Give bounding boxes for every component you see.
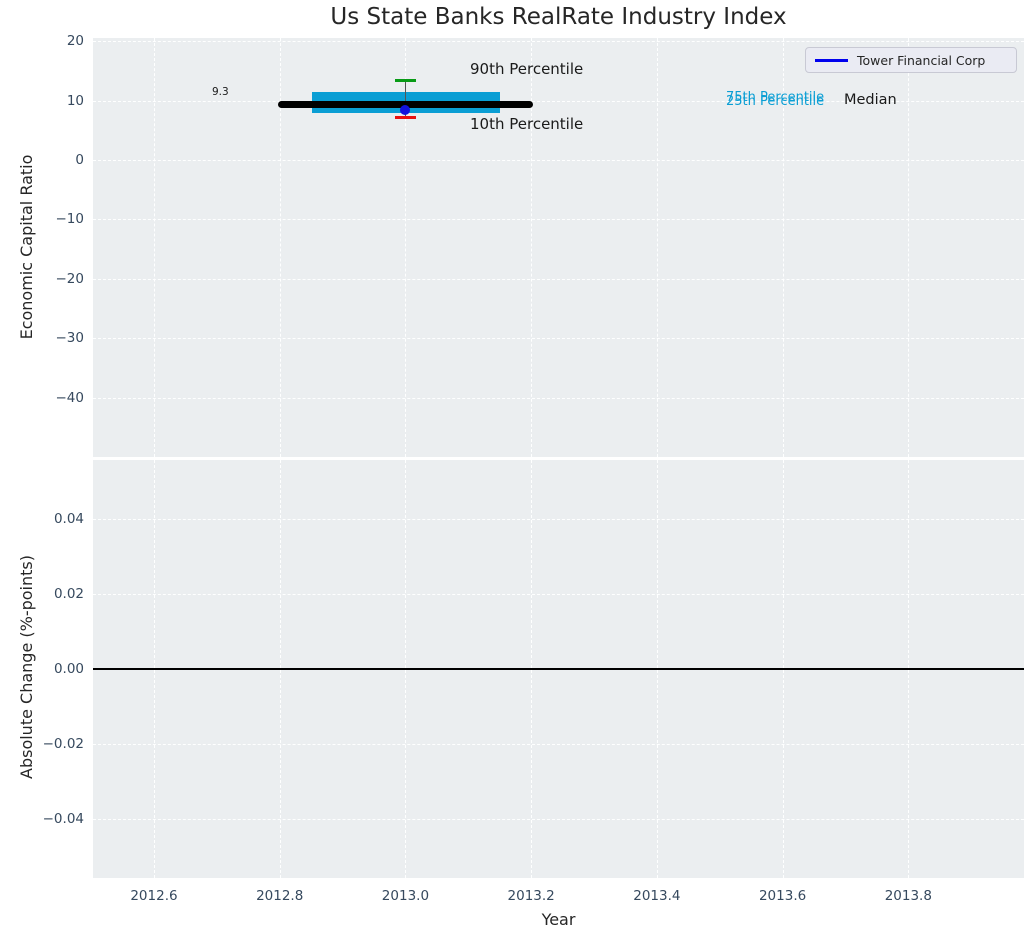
y-axis-label-top: Economic Capital Ratio <box>17 154 36 340</box>
company-marker-dot <box>400 105 411 116</box>
y-tick-label: −0.04 <box>42 811 84 828</box>
industry-median-line <box>277 101 534 109</box>
x-tick-label: 2012.6 <box>130 888 178 904</box>
x-tick-label: 2013.4 <box>633 888 681 904</box>
y-tick-label: 10 <box>66 92 84 109</box>
x-tick-label: 2013.0 <box>381 888 430 904</box>
gridline-horizontal <box>93 518 1024 520</box>
gridline-horizontal <box>93 278 1024 280</box>
x-axis-label: Year <box>541 910 576 929</box>
gridline-vertical <box>908 38 910 457</box>
p25-annotation: 25th Percentile <box>726 93 825 109</box>
gridline-vertical <box>405 38 407 457</box>
x-tick-label: 2013.8 <box>884 888 932 904</box>
y-tick-label: −20 <box>55 270 85 287</box>
industry-p90-cap <box>394 78 417 82</box>
y-tick-label: 0.02 <box>53 585 84 602</box>
y-tick-label: −30 <box>55 330 85 347</box>
gridline-horizontal <box>93 338 1024 340</box>
gridline-vertical <box>656 38 658 457</box>
gridline-vertical <box>153 38 155 457</box>
y-tick-label: −10 <box>55 211 85 228</box>
y-tick-label: 20 <box>66 33 84 50</box>
gridline-horizontal <box>93 41 1024 43</box>
gridline-horizontal <box>93 397 1024 399</box>
legend-line-sample <box>815 58 848 62</box>
gridline-horizontal <box>93 100 1024 102</box>
legend-label: Tower Financial Corp <box>857 52 986 68</box>
x-tick-label: 2013.2 <box>507 888 555 904</box>
y-tick-label: 0.04 <box>53 510 84 527</box>
zero-reference-line <box>93 668 1024 670</box>
median-annotation: Median <box>844 92 897 108</box>
x-tick-label: 2012.8 <box>256 888 304 904</box>
gridline-vertical <box>531 38 533 457</box>
gridline-horizontal <box>93 819 1024 821</box>
y-tick-label: −40 <box>55 389 85 406</box>
gridline-horizontal <box>93 593 1024 595</box>
p10-annotation: 10th Percentile <box>470 115 584 133</box>
y-tick-label: 0 <box>75 152 84 168</box>
median-value-annotation: 9.3 <box>212 86 229 98</box>
y-tick-label: 0.00 <box>53 661 84 677</box>
gridline-horizontal <box>93 219 1024 221</box>
top-plot-area: 9.3 90th Percentile 10th Percentile 75th… <box>93 38 1024 457</box>
gridline-vertical <box>279 38 281 457</box>
p75-annotation: 75th Percentile <box>726 90 825 105</box>
chart-title: Us State Banks RealRate Industry Index <box>330 4 787 30</box>
y-tick-label: −0.02 <box>42 736 84 753</box>
gridline-horizontal <box>93 160 1024 161</box>
p90-annotation: 90th Percentile <box>470 60 584 78</box>
industry-whisker-line <box>404 80 406 118</box>
x-tick-label: 2013.6 <box>758 888 807 904</box>
legend: Tower Financial Corp <box>805 47 1017 73</box>
bottom-plot-area <box>93 460 1024 878</box>
industry-p10-cap <box>394 116 417 120</box>
gridline-vertical <box>782 38 784 457</box>
gridline-horizontal <box>93 744 1024 746</box>
